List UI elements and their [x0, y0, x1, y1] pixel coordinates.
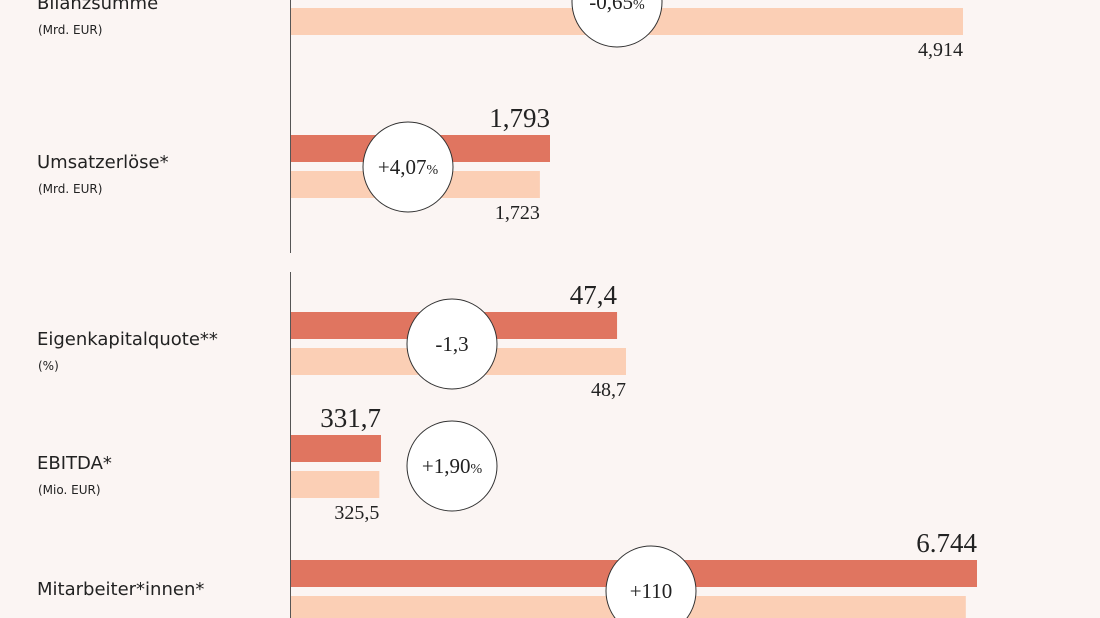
- value-previous: 1,723: [495, 202, 540, 224]
- change-value: -0,65: [589, 0, 633, 14]
- metric-unit: (Mio. EUR): [38, 483, 101, 497]
- value-previous: 325,5: [334, 502, 379, 524]
- change-text: +4,07%: [378, 155, 439, 179]
- change-unit: %: [470, 462, 482, 477]
- change-value: +4,07: [378, 155, 427, 179]
- bar-previous: [291, 471, 380, 498]
- change-text: -1,3: [435, 332, 468, 356]
- metric-label: Umsatzerlöse*: [37, 152, 169, 173]
- change-text: +1,90%: [422, 454, 483, 478]
- metric-label: Eigenkapitalquote**: [37, 329, 218, 350]
- change-value: +1,90: [422, 454, 471, 478]
- metric-label: EBITDA*: [37, 453, 112, 474]
- change-text: -0,65%: [589, 0, 645, 14]
- change-unit: %: [633, 0, 645, 13]
- metric-label: Bilanzsumme: [37, 0, 158, 14]
- bar-current: [291, 435, 381, 462]
- metric-unit: (Mrd. EUR): [38, 23, 102, 37]
- change-unit: %: [426, 163, 438, 178]
- change-badge: [406, 420, 498, 512]
- value-current: 331,7: [320, 403, 381, 433]
- change-badge: [406, 298, 498, 390]
- change-value: +110: [630, 579, 673, 603]
- change-badge: [605, 545, 697, 618]
- value-previous: 4,914: [918, 39, 963, 61]
- metric-unit: (%): [38, 359, 59, 373]
- change-text: +110: [630, 579, 673, 603]
- metric-label: Mitarbeiter*innen*: [37, 579, 204, 600]
- change-badge: [362, 121, 454, 213]
- metric-unit: (Mrd. EUR): [38, 182, 102, 196]
- change-badge: [571, 0, 663, 48]
- value-current: 1,793: [489, 103, 550, 133]
- value-previous: 48,7: [591, 379, 626, 401]
- value-current: 6.744: [916, 528, 977, 558]
- value-current: 47,4: [570, 280, 618, 310]
- change-value: -1,3: [435, 332, 468, 356]
